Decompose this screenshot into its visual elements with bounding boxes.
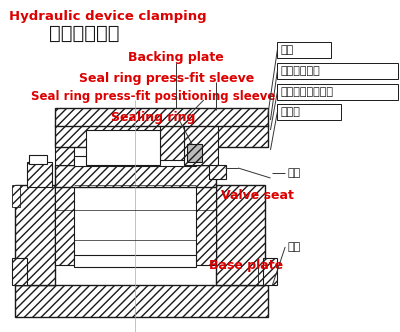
Bar [184,110,218,165]
Text: 坠板: 坠板 [280,45,294,55]
Bar [277,84,398,100]
Text: Sealing ring: Sealing ring [110,111,195,124]
Bar [277,104,341,120]
Text: Hydraulic device clamping: Hydraulic device clamping [10,10,207,23]
Bar [209,165,226,179]
Text: Valve seat: Valve seat [222,189,294,202]
Bar [196,185,216,265]
Text: Backing plate: Backing plate [128,50,224,63]
Bar [277,63,398,79]
Text: Seal ring press-fit sleeve: Seal ring press-fit sleeve [79,71,254,85]
Text: Base plate: Base plate [209,259,283,272]
Bar [29,155,47,164]
Text: 液压装置压紧: 液压装置压紧 [49,24,119,43]
Bar [15,185,54,285]
Bar [86,130,160,165]
Bar [74,255,196,267]
Bar [27,162,52,187]
Bar [54,143,74,165]
Text: Seal ring press-fit positioning sleeve: Seal ring press-fit positioning sleeve [30,90,275,103]
Bar [74,156,196,166]
Text: 密封圈压装定位套: 密封圈压装定位套 [280,87,333,97]
Text: 密封圈: 密封圈 [280,107,300,117]
Bar [54,108,268,126]
Bar [54,165,216,187]
Bar [263,258,277,285]
Bar [277,42,331,58]
Bar [54,125,268,147]
Text: 密封圈压装套: 密封圈压装套 [280,66,320,76]
Bar [160,115,184,160]
Bar [12,258,27,285]
Bar [15,285,268,317]
Bar [196,143,216,165]
Bar [187,144,202,162]
Bar [216,185,264,285]
Bar [12,185,20,207]
Text: 阀座: 阀座 [287,168,300,178]
Bar [54,185,74,265]
Text: 底板: 底板 [287,242,300,252]
